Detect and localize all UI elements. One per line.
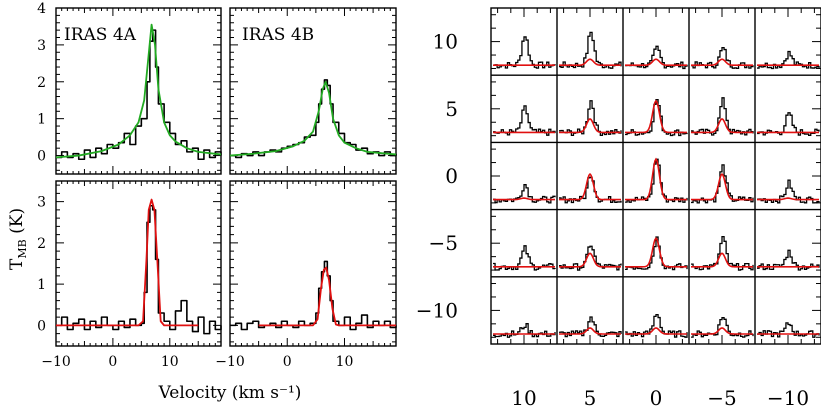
x-tick-label: 0 [108, 354, 117, 370]
map-observed-spectrum [691, 164, 754, 204]
map-model-spectrum [691, 252, 753, 268]
map-model-spectrum [757, 197, 819, 201]
y-tick-label: 2 [37, 75, 46, 91]
y-tick-label: 0 [37, 149, 46, 165]
x-tick-label: 10 [336, 354, 354, 370]
map-model-spectrum [559, 172, 621, 201]
model-spectrum-line [55, 23, 222, 159]
observed-spectrum-line [56, 204, 222, 335]
y-axis-title: TMB (K) [7, 208, 29, 270]
panel-label-iras-4b: IRAS 4B [242, 25, 314, 45]
panel-label-iras-4a: IRAS 4A [64, 25, 137, 45]
map-model-spectrum [625, 58, 687, 66]
map-observed-spectrum [625, 158, 688, 203]
x-axis-title: Velocity (km s⁻¹) [158, 383, 302, 403]
observed-spectrum-line [230, 260, 397, 331]
panel-iras-4b-model: −10 0 10 [215, 180, 397, 370]
map-observed-spectrum [493, 36, 556, 69]
y-axis-title-main: T [7, 258, 27, 270]
y-tick-label: 3 [37, 38, 46, 54]
y-tick-label: 2 [37, 236, 46, 252]
map-model-spectrum [625, 327, 687, 335]
y-axis-title-unit: (K) [7, 208, 27, 239]
panel-frame [55, 180, 222, 347]
map-model-spectrum [625, 157, 687, 201]
map-model-spectrum [691, 327, 753, 335]
map-model-spectrum [625, 99, 687, 134]
panel-frame [229, 7, 397, 175]
panel-iras-4a: 0 1 2 3 4 [37, 1, 222, 175]
observed-spectrum-line [230, 79, 397, 159]
x-tick-label: −10 [215, 354, 245, 370]
map-observed-spectrum [559, 316, 622, 338]
x-tick-label: 10 [161, 354, 179, 370]
map-model-spectrum [691, 58, 753, 66]
map-model-spectrum [559, 252, 621, 268]
y-tick-label: 4 [37, 1, 46, 17]
y-tick-label: 0 [37, 318, 46, 334]
map-observed-spectrum [559, 31, 622, 69]
model-spectrum-line [229, 80, 397, 157]
panel-frame [229, 180, 397, 347]
map-y-tick-label: 10 [433, 30, 458, 54]
map-model-spectrum [559, 58, 621, 66]
y-tick-label: 1 [37, 277, 46, 293]
map-observed-spectrum [691, 235, 754, 271]
map-observed-spectrum [757, 112, 820, 137]
map-model-spectrum [691, 172, 753, 201]
map-observed-spectrum [493, 105, 556, 136]
y-axis-title-sub: MB [16, 239, 29, 258]
map-model-spectrum [559, 327, 621, 335]
map-observed-spectrum [493, 323, 556, 338]
spectral-map: 10 5 0 −5 −10 10 5 0 −5 −10 [416, 7, 821, 410]
map-observed-spectrum [691, 317, 754, 338]
observed-spectrum-line [56, 29, 222, 161]
map-observed-spectrum [559, 100, 622, 137]
x-tick-label: −10 [41, 354, 71, 370]
map-x-tick-label: −10 [767, 386, 809, 410]
y-tick-label: 3 [37, 195, 46, 211]
map-observed-spectrum [757, 50, 820, 70]
map-observed-spectrum [757, 322, 820, 338]
map-observed-spectrum [691, 97, 754, 136]
map-y-tick-label: −10 [416, 298, 458, 322]
map-x-tick-label: 10 [511, 386, 536, 410]
y-tick-label: 1 [37, 112, 46, 128]
map-observed-spectrum [625, 236, 688, 271]
panel-frame [55, 7, 222, 175]
map-y-tick-label: −5 [429, 231, 458, 255]
map-observed-spectrum [559, 245, 622, 271]
map-model-spectrum [493, 197, 555, 201]
map-observed-spectrum [625, 99, 688, 137]
x-tick-label: 0 [283, 354, 292, 370]
map-observed-spectrum [625, 313, 688, 338]
map-y-tick-label: 0 [445, 164, 458, 188]
map-x-tick-label: 5 [584, 386, 597, 410]
map-model-spectrum [691, 117, 753, 134]
map-observed-spectrum [493, 184, 556, 204]
map-model-spectrum [559, 117, 621, 134]
panel-iras-4a-model: 0 1 2 3 −10 0 10 [37, 180, 222, 370]
map-y-tick-label: 5 [445, 97, 458, 121]
map-model-spectrum [625, 237, 687, 268]
model-spectrum-line [56, 198, 199, 327]
map-x-tick-label: −5 [707, 386, 736, 410]
panel-iras-4b [229, 7, 397, 175]
model-spectrum-line [258, 266, 396, 327]
map-x-tick-label: 0 [650, 386, 663, 410]
